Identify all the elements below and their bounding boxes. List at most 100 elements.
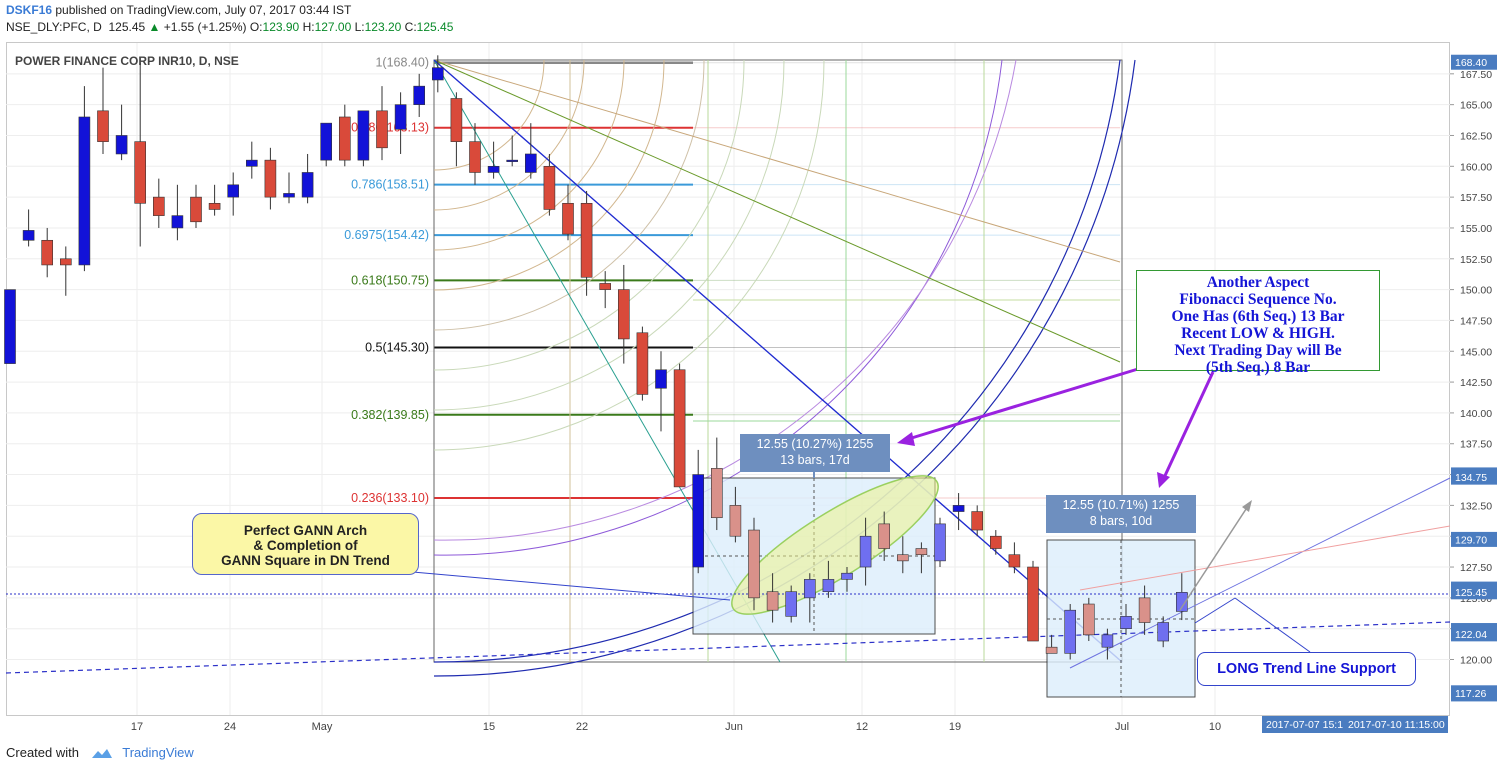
price-badge <box>1451 584 1497 600</box>
price-badge <box>1451 54 1497 70</box>
fib-note-line: One Has (6th Seq.) 13 Bar <box>1171 308 1345 325</box>
candle-body <box>376 110 388 149</box>
candle-body <box>1083 603 1095 636</box>
time-badge <box>1344 716 1448 733</box>
time-tick-label: 22 <box>576 721 588 733</box>
candle-body <box>636 332 649 395</box>
price-badge-label: 125.45 <box>1455 587 1487 599</box>
candle-body <box>617 289 630 340</box>
fib-level-label: 0.618(150.75) <box>351 273 429 287</box>
candle-body <box>748 529 760 599</box>
measure-box-1: 12.55 (10.27%) 1255 13 bars, 17d <box>740 434 890 472</box>
gann-ellipse <box>731 475 939 615</box>
candle-body <box>934 523 946 562</box>
candle-body <box>878 523 891 549</box>
price-tick-label: 132.50 <box>1460 500 1492 512</box>
high-value: 127.00 <box>314 20 352 34</box>
candle-body <box>952 505 965 512</box>
candle-body <box>562 202 574 235</box>
candle-body <box>115 135 128 155</box>
fib-level-label: 0.382(139.85) <box>351 408 429 422</box>
open-label: O: <box>249 20 263 34</box>
price-tick-label: 140.00 <box>1460 408 1492 420</box>
trend-note: LONG Trend Line Support <box>1197 652 1416 686</box>
callout-arrowhead <box>1157 472 1170 488</box>
candle-body <box>190 196 202 223</box>
down-trend-line <box>433 59 1123 663</box>
rising-resistance-line <box>1079 525 1451 591</box>
gann-arc <box>433 59 665 291</box>
change-value: +1.55 (+1.25%) <box>163 20 247 34</box>
fib-note-line: (5th Seq.) 8 Bar <box>1205 359 1311 376</box>
gann-arc <box>433 59 585 211</box>
low-value: 123.20 <box>364 20 402 34</box>
candle-body <box>97 110 109 142</box>
gann-note: Perfect GANN Arch & Completion of GANN S… <box>192 513 419 575</box>
candle-body <box>301 172 314 198</box>
candle-body <box>896 554 909 562</box>
projection-arrow <box>1179 502 1251 611</box>
candle-body <box>134 141 146 204</box>
candle-body <box>543 166 556 210</box>
chart-frame <box>6 42 1450 716</box>
gann-frame <box>433 59 1123 663</box>
open-value: 123.90 <box>262 20 300 34</box>
candle-body <box>431 67 444 81</box>
time-tick-label: Jun <box>725 721 743 733</box>
measure-box-2: 12.55 (10.71%) 1255 8 bars, 10d <box>1046 495 1196 533</box>
candle-body <box>264 159 277 198</box>
long-trend-line <box>5 621 1451 674</box>
candle-body <box>1138 597 1151 623</box>
callout-arrow <box>904 367 1139 442</box>
gann-big-arch <box>433 59 1003 556</box>
candle-body <box>338 116 351 161</box>
candle-body <box>841 572 853 580</box>
price-badge <box>1451 685 1497 701</box>
projection-arrowhead <box>1242 500 1252 512</box>
last-price: 125.45 <box>108 20 146 34</box>
chart-title: POWER FINANCE CORP INR10, D, NSE <box>15 54 239 68</box>
price-tick-label: 162.50 <box>1460 130 1492 142</box>
fib-level-label: 0.886(163.13) <box>351 121 429 135</box>
candle-body <box>971 511 984 531</box>
candle-body <box>1008 554 1021 568</box>
candle-body <box>710 468 723 519</box>
candle-body <box>915 548 928 556</box>
author-link[interactable]: DSKF16 <box>6 3 53 17</box>
fib-level-label: 0.236(133.10) <box>351 491 429 505</box>
gann-arc <box>433 59 745 371</box>
candle-body <box>4 289 16 364</box>
price-tick-label: 157.50 <box>1460 192 1492 204</box>
low-label: L: <box>354 20 365 34</box>
brand-link[interactable]: TradingView <box>122 745 194 760</box>
candle-body <box>153 196 165 216</box>
measure-2-line2: 8 bars, 10d <box>1089 514 1153 528</box>
candle-body <box>1064 609 1076 654</box>
trend-callout-line <box>1194 597 1236 624</box>
fib-note-line: Another Aspect <box>1206 274 1310 291</box>
price-badge-label: 117.26 <box>1455 688 1486 700</box>
fib-note: Another Aspect Fibonacci Sequence No. On… <box>1136 270 1380 376</box>
price-badge-label: 129.70 <box>1455 534 1487 546</box>
gann-big-arch <box>433 59 1017 541</box>
candle-body <box>41 239 54 266</box>
candle-body <box>246 159 258 167</box>
price-tick-label: 120.00 <box>1460 655 1492 667</box>
candle-body <box>320 122 333 161</box>
candle-body <box>413 85 426 105</box>
fib-level-label: 0.5(145.30) <box>365 341 429 355</box>
time-tick-label: 10 <box>1209 721 1221 733</box>
candle-body <box>357 110 370 161</box>
time-tick-label: Jul <box>1115 721 1129 733</box>
candle-body <box>673 369 686 488</box>
price-tick-label: 160.00 <box>1460 161 1492 173</box>
price-tick-label: 145.00 <box>1460 346 1492 358</box>
fib-level-label: 0.786(158.51) <box>351 178 429 192</box>
close-value: 125.45 <box>416 20 454 34</box>
price-tick-label: 142.50 <box>1460 377 1492 389</box>
up-arrow-icon: ▲ <box>148 20 161 34</box>
price-axis <box>1450 43 1504 715</box>
candle-body <box>450 98 463 142</box>
candle-body <box>487 166 500 173</box>
price-tick-label: 155.00 <box>1460 223 1492 235</box>
